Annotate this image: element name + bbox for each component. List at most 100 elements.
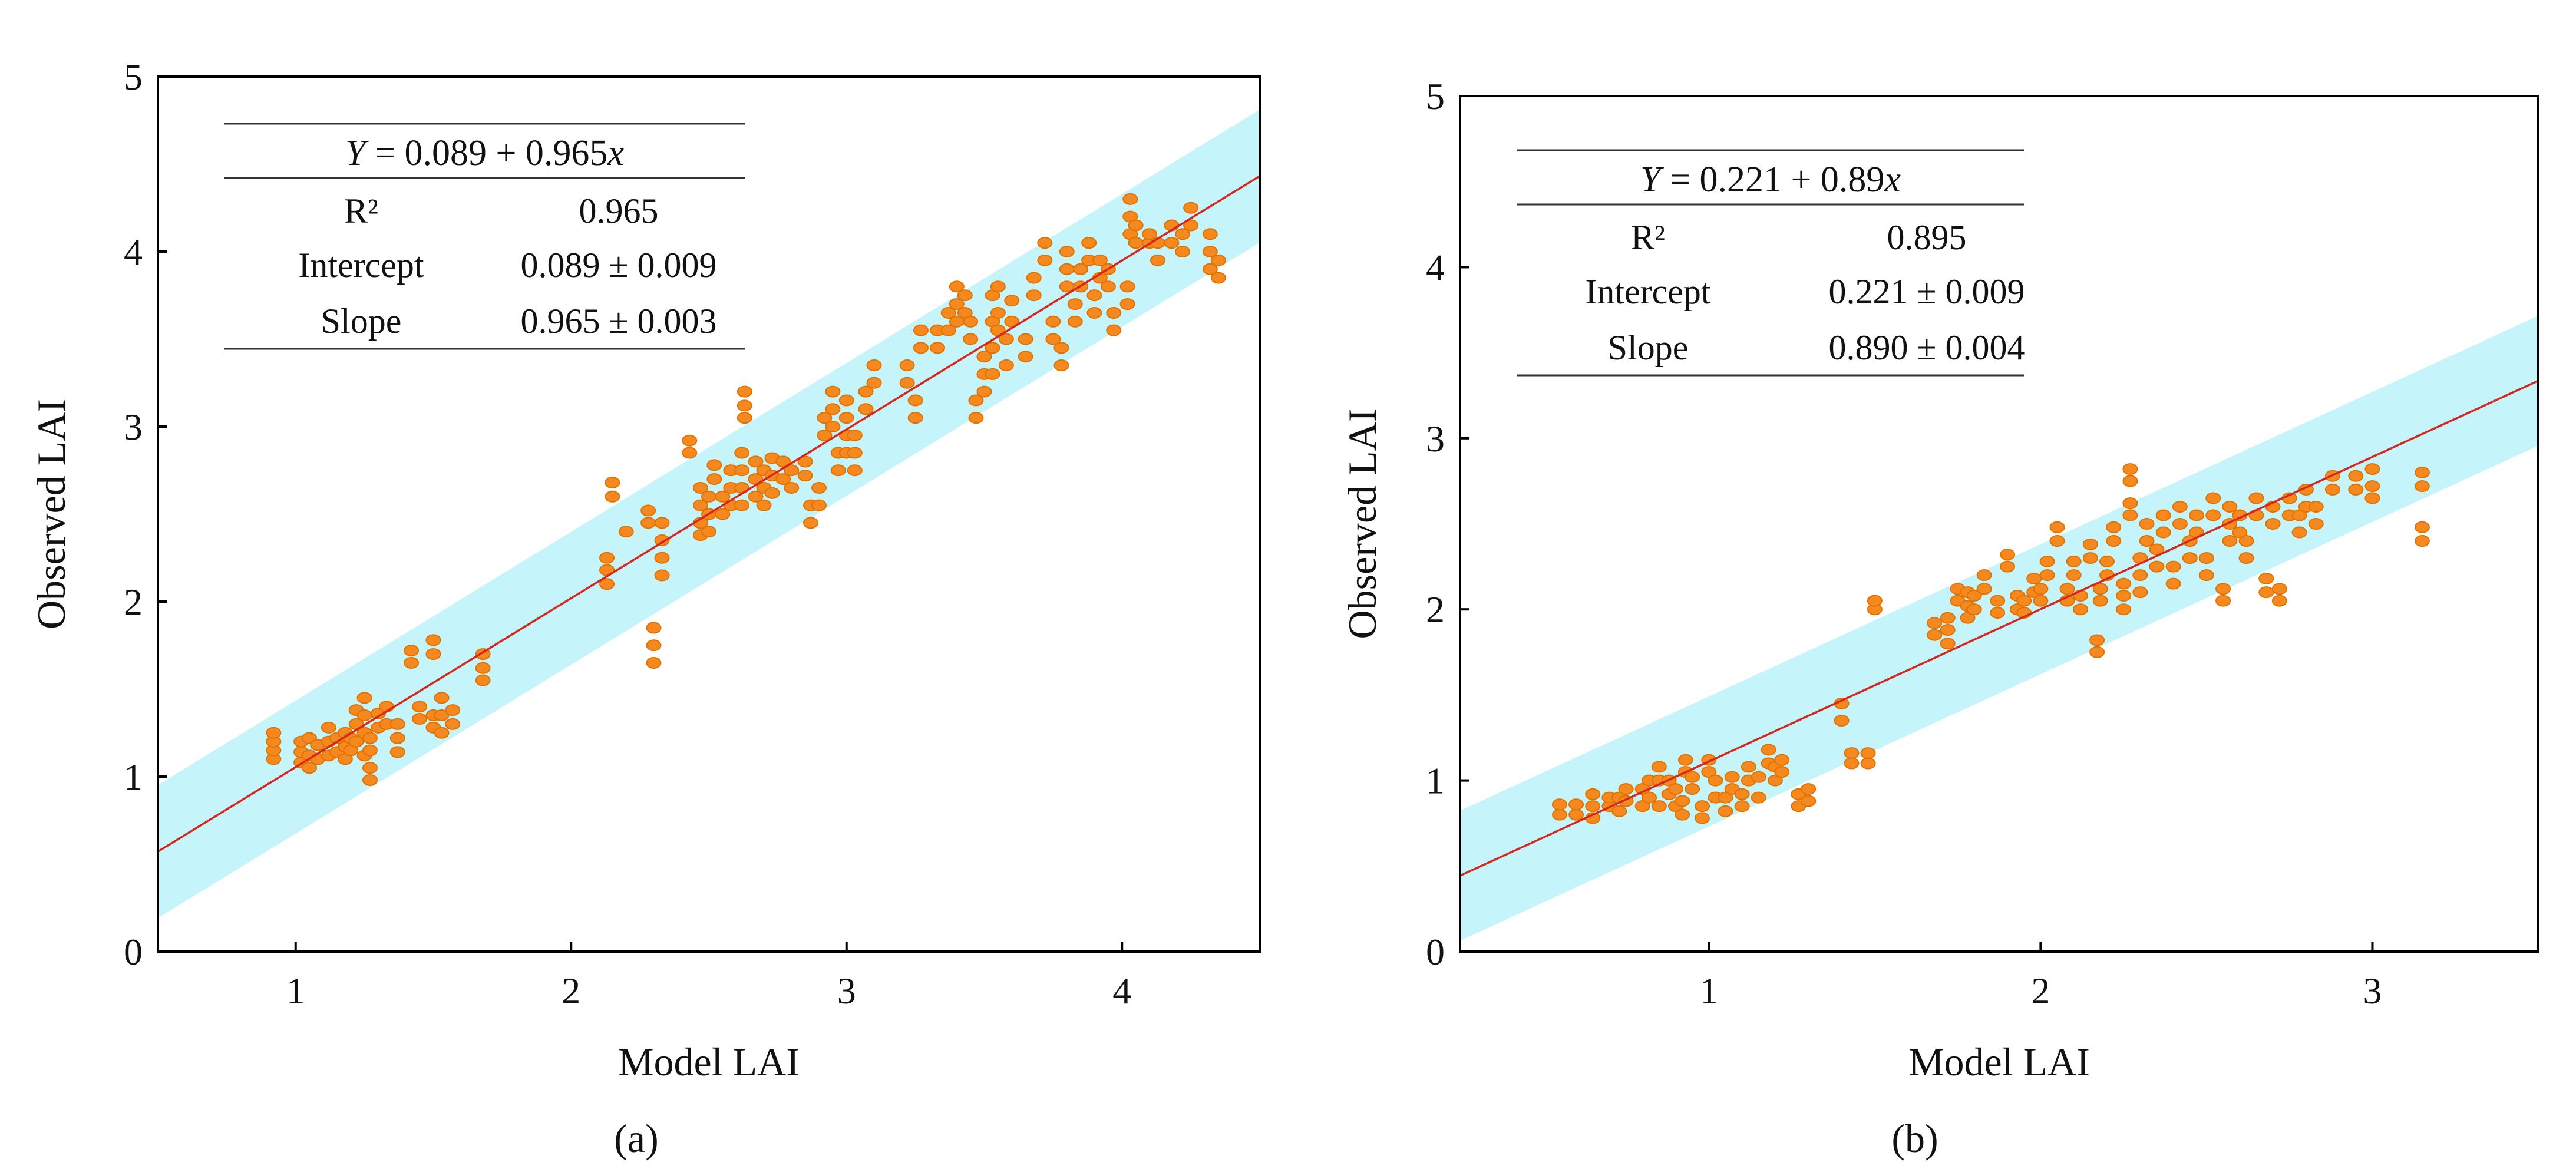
data-point (784, 464, 800, 477)
data-point (963, 315, 979, 328)
data-point (1164, 237, 1180, 249)
stats-table: Y = 0.221 + 0.89x R² 0.895 Intercept 0.2… (1517, 149, 2025, 377)
stat-label-slope: Slope (1608, 328, 1689, 367)
data-point (1751, 791, 1766, 804)
data-point (1026, 272, 1042, 284)
data-point (2364, 463, 2380, 475)
data-point (404, 656, 420, 669)
data-point (2238, 552, 2254, 564)
data-point (998, 359, 1014, 372)
data-point (266, 727, 282, 739)
data-point (1142, 228, 1157, 240)
data-point (2116, 577, 2132, 590)
data-point (2092, 583, 2108, 595)
equation-symbol: Y (345, 133, 369, 173)
x-tick-label: 4 (1112, 970, 1131, 1012)
data-point (1685, 771, 1700, 783)
data-point (1927, 617, 1943, 629)
x-tick-label: 3 (2363, 970, 2382, 1012)
data-point (706, 459, 722, 471)
data-point (1677, 754, 1693, 766)
data-point (1718, 805, 1733, 817)
data-point (321, 721, 336, 734)
data-point (475, 662, 491, 674)
fit-line (1460, 379, 2538, 877)
data-point (976, 351, 992, 363)
data-point (1175, 246, 1191, 257)
data-point (701, 490, 716, 503)
data-point (2232, 526, 2248, 539)
data-point (913, 342, 929, 354)
data-point (1801, 795, 1817, 807)
data-point (2182, 552, 2198, 564)
data-point (434, 709, 450, 722)
data-point (362, 744, 378, 757)
data-point (847, 429, 863, 441)
data-point (2414, 466, 2430, 478)
y-tick-label: 3 (1426, 418, 1445, 460)
data-point (1867, 595, 1883, 607)
data-point (1202, 246, 1218, 257)
data-point (1844, 747, 1860, 759)
data-point (2000, 560, 2016, 573)
data-point (715, 508, 731, 520)
data-point (654, 534, 670, 547)
data-point (1641, 791, 1657, 804)
data-point (692, 481, 708, 494)
data-point (990, 306, 1006, 319)
data-point (2106, 535, 2122, 547)
data-point (830, 464, 846, 477)
data-point (734, 499, 750, 511)
data-point (434, 727, 450, 739)
equation-body: = 0.089 + 0.965 (366, 133, 608, 173)
data-point (2106, 521, 2122, 533)
data-point (913, 324, 929, 336)
data-point (1611, 805, 1627, 817)
data-point (1966, 589, 1982, 602)
data-point (797, 455, 813, 468)
data-point (2039, 569, 2055, 582)
data-point (599, 578, 615, 590)
y-tick-label: 5 (124, 56, 143, 98)
data-point (2414, 480, 2430, 493)
stat-value-intercept: 0.089 ± 0.009 (521, 246, 717, 285)
data-point (1960, 612, 1976, 624)
data-point (2348, 483, 2364, 496)
data-point (2364, 492, 2380, 504)
data-point (1059, 263, 1075, 275)
data-point (1685, 783, 1700, 795)
data-point (1018, 333, 1033, 345)
data-point (737, 399, 752, 412)
data-point (976, 385, 992, 398)
data-point (1183, 202, 1199, 214)
x-tick-label: 3 (837, 970, 856, 1012)
data-point (985, 368, 1000, 380)
stat-value-r2: 0.965 (579, 191, 659, 230)
data-point (1119, 280, 1135, 293)
data-point (404, 645, 420, 657)
data-point (1708, 774, 1723, 787)
y-tick-label: 0 (124, 931, 143, 973)
data-point (1976, 569, 1992, 582)
data-point (605, 490, 620, 503)
data-point (425, 634, 441, 646)
data-point (2116, 589, 2132, 602)
data-point (1774, 754, 1790, 766)
data-point (2082, 552, 2098, 564)
axis-ticks: 1 2 3 0 1 2 3 4 5 (1426, 75, 2382, 1012)
data-point (2066, 555, 2082, 567)
data-point (907, 394, 923, 407)
data-point (640, 504, 656, 517)
data-point (2172, 518, 2188, 530)
equation-body: = 0.221 + 0.89 (1661, 160, 1885, 200)
data-point (811, 481, 827, 494)
data-point (764, 487, 780, 499)
data-point (1801, 783, 1817, 795)
equation-variable: x (1884, 160, 1901, 200)
data-point (1045, 315, 1061, 328)
data-point (1634, 800, 1650, 813)
chart-panel-a: 1 2 3 4 0 1 2 3 4 5 Model LAI Observed LAI (a) Y … (29, 56, 1261, 1161)
data-point (2291, 526, 2307, 539)
data-point (748, 490, 764, 503)
